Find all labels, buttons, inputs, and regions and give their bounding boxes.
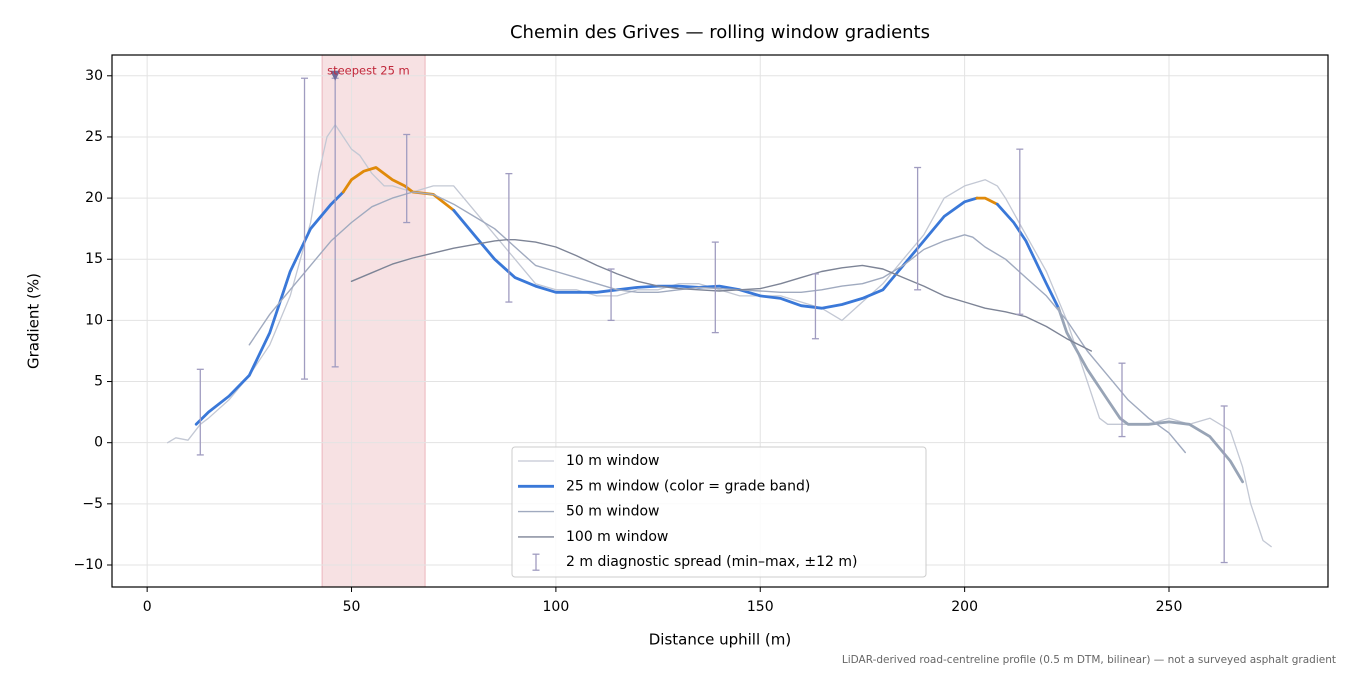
x-tick-label: 100 <box>543 599 570 615</box>
series-line <box>452 196 979 310</box>
series-line <box>166 124 1272 548</box>
legend-label: 25 m window (color = grade band) <box>566 478 810 494</box>
footnote: LiDAR-derived road-centreline profile (0… <box>842 654 1336 666</box>
y-tick-label: 30 <box>85 68 103 84</box>
series-line <box>350 238 1093 352</box>
highlight-span <box>321 54 426 588</box>
y-tick-label: 15 <box>85 251 103 267</box>
series-line <box>975 196 999 206</box>
y-tick-label: −10 <box>73 557 103 573</box>
legend-label: 100 m window <box>566 529 668 545</box>
legend-box <box>511 446 927 578</box>
y-tick-label: 5 <box>94 374 103 390</box>
x-tick-label: 0 <box>143 599 152 615</box>
steepest-marker <box>330 70 341 81</box>
plot-area <box>166 77 1272 564</box>
legend-label: 10 m window <box>566 453 659 469</box>
x-tick-label: 250 <box>1156 599 1183 615</box>
x-tick-label: 50 <box>343 599 361 615</box>
y-tick-label: 20 <box>85 190 103 206</box>
legend-label: 2 m diagnostic spread (min–max, ±12 m) <box>566 554 857 570</box>
y-tick-label: 10 <box>85 312 103 328</box>
y-tick-label: −5 <box>82 496 103 512</box>
chart-title: Chemin des Grives — rolling window gradi… <box>510 22 930 43</box>
series-line <box>1057 306 1244 484</box>
y-axis-label: Gradient (%) <box>25 273 43 369</box>
x-tick-label: 200 <box>951 599 978 615</box>
x-tick-label: 150 <box>747 599 774 615</box>
y-tick-label: 0 <box>94 435 103 451</box>
series-line <box>248 191 1187 454</box>
x-axis-label: Distance uphill (m) <box>649 631 791 649</box>
highlight-label: steepest 25 m <box>327 64 410 78</box>
series-line <box>995 202 1060 310</box>
series-line <box>194 190 345 426</box>
plot-frame <box>111 54 1329 588</box>
y-tick-label: 25 <box>85 129 103 145</box>
legend-label: 50 m window <box>566 504 659 520</box>
